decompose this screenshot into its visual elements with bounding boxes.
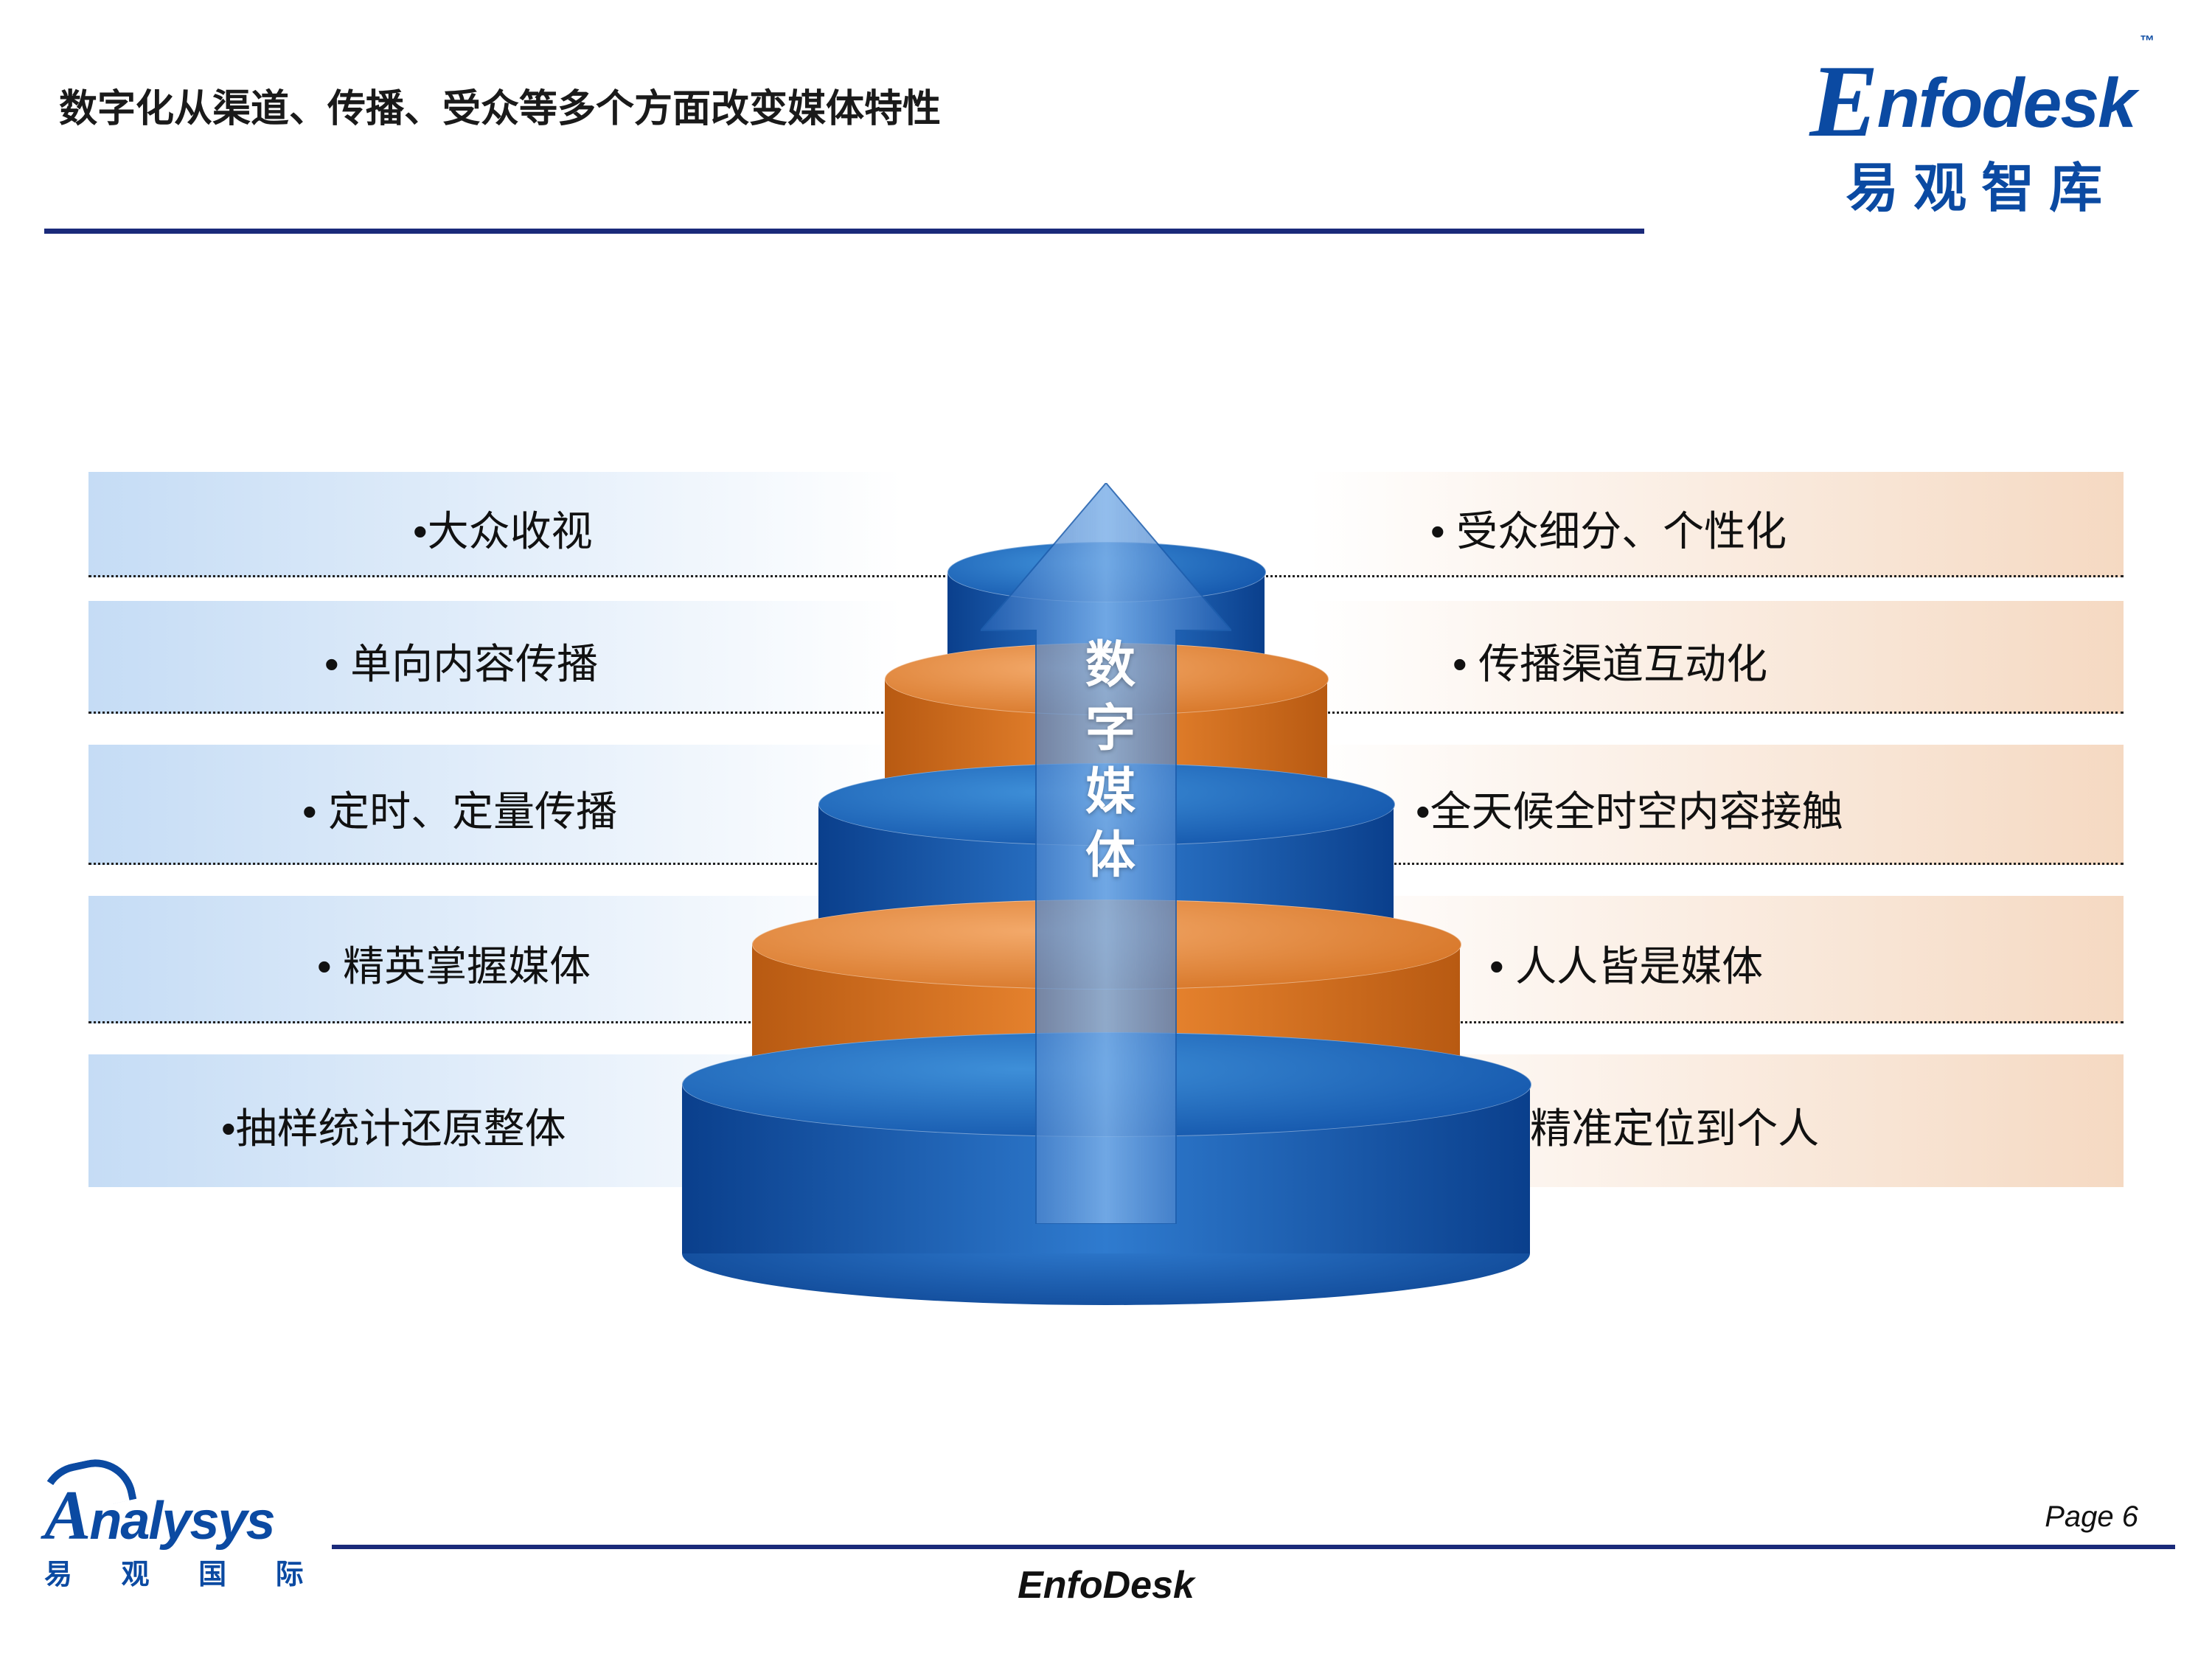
- row-right-label: • 传播渠道互动化: [1453, 631, 1767, 691]
- pyramid-diagram: •大众收视 • 受众细分、个性化 • 单向内容传播 • 传播渠道互动化 • 定时、定量传…: [88, 472, 2124, 1320]
- footer-rule: [332, 1545, 2175, 1549]
- row-left-label: • 定时、定量传播: [302, 779, 617, 838]
- page-number: Page 6: [2045, 1500, 2138, 1534]
- analysys-logo: Analysys 易 观 国 际: [44, 1475, 324, 1592]
- enfodesk-logo: Enfodesk™ 易观智库: [1809, 33, 2153, 222]
- row-left-label: • 精英掌握媒体: [317, 933, 591, 993]
- slide: 数字化从渠道、传播、受众等多个方面改变媒体特性 Enfodesk™ 易观智库 •…: [0, 0, 2212, 1659]
- row-left-label: •抽样统计还原整体: [221, 1096, 566, 1155]
- arrow-label: 数字媒体: [1070, 638, 1143, 891]
- row-right-label: • 人人皆是媒体: [1489, 933, 1763, 993]
- title-rule: [44, 229, 1644, 234]
- row-right-label: • 精准定位到个人: [1504, 1096, 1819, 1155]
- slide-title: 数字化从渠道、传播、受众等多个方面改变媒体特性: [59, 77, 941, 133]
- row-right-label: • 受众细分、个性化: [1430, 498, 1787, 558]
- row-right-label: •全天候全时空内容接触: [1416, 779, 1843, 838]
- row-left-label: • 单向内容传播: [324, 631, 598, 691]
- row-left-label: •大众收视: [413, 498, 593, 558]
- footer-brand: EnfoDesk: [1018, 1563, 1194, 1607]
